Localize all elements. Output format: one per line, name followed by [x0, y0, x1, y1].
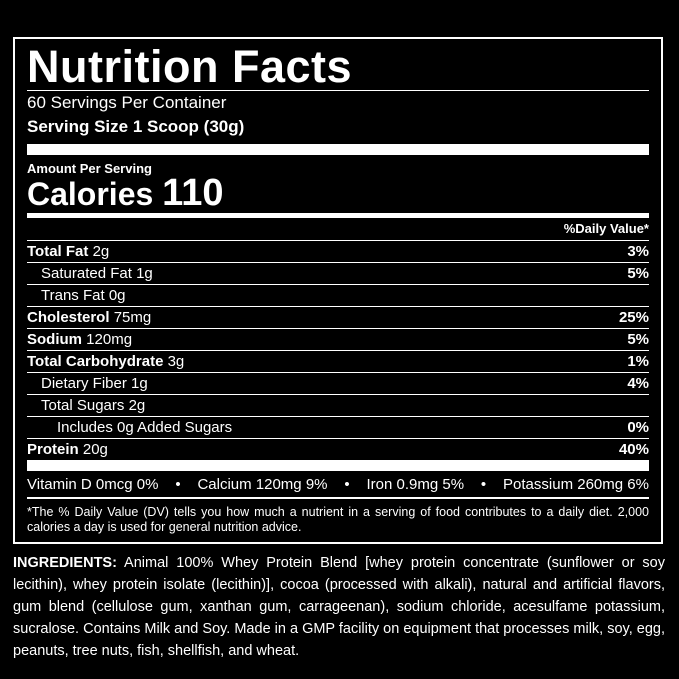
panel-title: Nutrition Facts: [27, 41, 353, 92]
nutrient-amount: 1g: [136, 265, 153, 282]
nutrient-amount: 0g: [108, 287, 126, 304]
nutrient-name: Total Sugars: [41, 397, 125, 414]
nutrient-row: Sodium 120mg 5%: [27, 328, 649, 350]
nutrient-row: Dietary Fiber 1g 4%: [27, 372, 649, 394]
thick-divider: [27, 144, 649, 155]
servings-per-container: 60 Servings Per Container: [27, 93, 227, 112]
nutrition-facts-panel: Nutrition Facts 60 Servings Per Containe…: [13, 37, 663, 544]
nutrient-name: Sodium: [27, 331, 82, 348]
nutrient-row: Includes 0g Added Sugars 0%: [27, 416, 649, 438]
vitamins-row: Vitamin D 0mcg 0% • Calcium 120mg 9% • Iron …: [27, 473, 649, 497]
nutrient-daily-value: 0%: [627, 419, 649, 436]
nutrient-label: Total Sugars 2g: [27, 395, 145, 416]
ingredients: INGREDIENTS: Animal 100% Whey Protein Bl…: [13, 552, 665, 662]
bullet-separator: •: [175, 476, 181, 493]
nutrient-amount: 120mg: [86, 331, 133, 348]
nutrient-name: Includes 0g Added Sugars: [57, 419, 233, 436]
nutrient-label: Total Carbohydrate 3g: [27, 351, 184, 372]
nutrient-label: Sodium 120mg: [27, 329, 132, 350]
nutrient-daily-value: 40%: [618, 441, 649, 458]
nutrient-amount: 1g: [131, 375, 148, 392]
footnote: *The % Daily Value (DV) tells you how mu…: [27, 505, 649, 534]
nutrient-daily-value: 5%: [627, 331, 649, 348]
nutrient-row: Total Sugars 2g: [27, 394, 649, 416]
calories-label: Calories: [27, 176, 154, 212]
nutrient-amount: 3g: [167, 353, 185, 370]
nutrient-name: Cholesterol: [27, 309, 110, 326]
vitamin-item: Iron 0.9mg 5%: [366, 476, 465, 493]
calories-value: 110: [162, 172, 224, 214]
daily-value-header: %Daily Value*: [563, 221, 649, 236]
nutrient-label: Cholesterol 75mg: [27, 307, 151, 328]
ingredients-text: Animal 100% Whey Protein Blend [whey pro…: [13, 555, 665, 659]
nutrient-name: Dietary Fiber: [41, 375, 127, 392]
nutrient-row: Total Fat 2g 3%: [27, 240, 649, 262]
serving-size: Serving Size 1 Scoop (30g): [27, 117, 245, 136]
nutrient-row: Trans Fat 0g: [27, 284, 649, 306]
nutrient-label: Includes 0g Added Sugars: [27, 417, 232, 438]
nutrient-rows: Total Fat 2g 3% Saturated Fat 1g 5% Trans Fa…: [27, 240, 649, 460]
nutrient-name: Total Carbohydrate: [27, 353, 164, 370]
nutrient-row: Total Carbohydrate 3g 1%: [27, 350, 649, 372]
nutrient-amount: 2g: [128, 397, 146, 414]
nutrient-label: Trans Fat 0g: [27, 285, 126, 306]
nutrient-daily-value: 3%: [627, 243, 649, 260]
nutrient-daily-value: 25%: [618, 309, 649, 326]
thick-divider: [27, 460, 649, 471]
nutrient-label: Saturated Fat 1g: [27, 263, 153, 284]
nutrient-name: Total Fat: [27, 243, 89, 260]
nutrient-amount: 75mg: [113, 309, 152, 326]
vitamin-item: Vitamin D 0mcg 0%: [27, 476, 159, 493]
nutrient-row: Saturated Fat 1g 5%: [27, 262, 649, 284]
nutrient-name: Protein: [27, 441, 79, 458]
nutrient-name: Saturated Fat: [41, 265, 132, 282]
divider: [27, 90, 649, 91]
nutrient-daily-value: 1%: [627, 353, 649, 370]
nutrient-amount: 20g: [82, 441, 108, 458]
nutrient-daily-value: 5%: [627, 265, 649, 282]
calories: Calories 110: [27, 174, 649, 212]
nutrient-daily-value: 4%: [627, 375, 649, 392]
nutrient-amount: 2g: [92, 243, 110, 260]
vitamin-item: Calcium 120mg 9%: [197, 476, 328, 493]
amount-per-serving: Amount Per Serving: [27, 161, 152, 176]
divider: [27, 497, 649, 499]
nutrient-label: Protein 20g: [27, 439, 108, 460]
nutrient-label: Dietary Fiber 1g: [27, 373, 148, 394]
nutrient-row: Protein 20g 40%: [27, 438, 649, 460]
medium-divider: [27, 213, 649, 218]
nutrient-name: Trans Fat: [41, 287, 105, 304]
bullet-separator: •: [344, 476, 350, 493]
nutrient-row: Cholesterol 75mg 25%: [27, 306, 649, 328]
nutrient-label: Total Fat 2g: [27, 241, 109, 262]
bullet-separator: •: [480, 476, 487, 493]
vitamin-item: Potassium 260mg 6%: [503, 476, 649, 493]
ingredients-label: INGREDIENTS:: [13, 555, 117, 571]
